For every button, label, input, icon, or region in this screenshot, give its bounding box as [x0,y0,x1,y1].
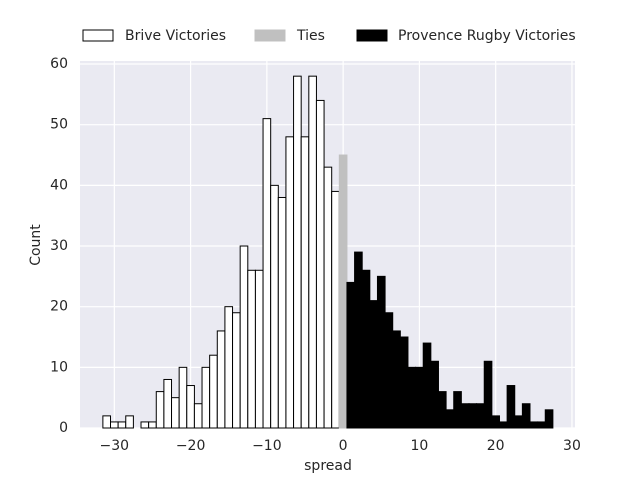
bar [209,354,218,429]
x-tick-label: 0 [339,438,348,454]
bar [148,421,157,429]
legend-swatch [82,29,114,42]
y-tick-label: 20 [50,299,68,315]
bar [239,245,249,429]
y-tick-label: 30 [50,238,68,254]
x-tick-label: −30 [100,438,130,454]
bar [361,269,371,429]
bar [422,342,432,429]
y-tick-label: 60 [50,56,68,72]
bar [460,403,470,429]
bar [285,136,295,429]
x-tick-label: −20 [176,438,206,454]
bar [376,275,386,429]
bar [308,75,317,429]
bar [483,360,493,429]
bar [430,360,439,429]
bar [178,366,188,429]
bar [506,385,516,429]
bar [415,366,424,429]
bar [498,421,508,429]
bar [338,154,348,429]
bar [354,251,363,429]
bar [117,421,127,429]
x-tick-label: −10 [252,438,282,454]
bar [369,300,378,429]
bar [186,385,195,429]
bar [384,312,394,429]
bar [270,184,279,429]
bar [476,403,485,429]
bar [247,269,256,429]
bar [171,397,180,429]
bar [392,330,401,429]
y-tick-label: 40 [50,177,68,193]
bar [102,415,112,429]
bar [544,409,554,429]
legend-label: Ties [296,28,325,44]
bar [232,312,241,429]
bar [453,391,462,429]
bar [407,366,417,429]
bar [437,391,447,429]
bar [110,421,119,429]
bar [155,391,165,429]
bar [163,378,173,429]
bar [293,75,302,429]
bar [521,403,531,429]
bar [468,403,478,429]
y-tick-label: 0 [59,420,68,436]
bar [140,421,150,429]
bar [193,403,203,429]
bar [125,415,134,429]
bar [300,136,310,429]
legend-swatch [254,29,286,42]
legend-label: Brive Victories [125,28,226,44]
bar [201,366,211,429]
bar [315,99,325,429]
bar [323,166,333,429]
bar [491,415,500,429]
x-axis-label: spread [304,458,352,474]
bar [445,409,455,429]
bar [224,306,234,429]
x-tick-label: 30 [563,438,581,454]
x-tick-label: 10 [410,438,428,454]
bar [254,269,264,429]
bar [399,336,409,429]
bar [537,421,546,429]
legend-swatch [356,29,388,42]
y-axis-label: Count [28,224,44,266]
y-tick-label: 10 [50,359,68,375]
bar [262,118,272,429]
x-tick-label: 20 [487,438,505,454]
bar [277,196,287,429]
bar [529,421,539,429]
bar [331,190,340,429]
legend-label: Provence Rugby Victories [398,28,576,44]
bar [216,330,226,429]
y-tick-label: 50 [50,117,68,133]
bar [346,281,356,429]
bar [514,415,523,429]
